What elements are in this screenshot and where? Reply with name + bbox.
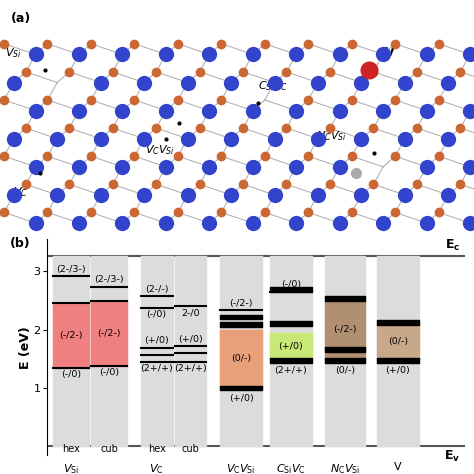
Text: $V_\mathregular{C}V_\mathregular{Si}$: $V_\mathregular{C}V_\mathregular{Si}$: [227, 462, 256, 474]
Text: cub: cub: [100, 444, 118, 454]
Text: $C_\mathregular{Si}V_\mathregular{C}$: $C_\mathregular{Si}V_\mathregular{C}$: [276, 462, 306, 474]
Text: 2-/0: 2-/0: [181, 309, 200, 318]
Text: (+/0): (+/0): [228, 394, 254, 403]
Text: hex: hex: [148, 444, 165, 454]
Text: (+/0): (+/0): [278, 342, 303, 351]
Text: (+/0): (+/0): [178, 335, 203, 344]
Text: (2-/3-): (2-/3-): [56, 265, 86, 274]
Text: $V_\mathregular{C}V_\mathregular{Si}$: $V_\mathregular{C}V_\mathregular{Si}$: [145, 143, 175, 157]
Text: (2-/3-): (2-/3-): [94, 275, 124, 284]
Text: (-/0): (-/0): [146, 310, 167, 319]
Text: (+/0): (+/0): [144, 337, 169, 346]
Y-axis label: E (eV): E (eV): [19, 326, 32, 369]
Text: $N_\mathregular{C}V_\mathregular{Si}$: $N_\mathregular{C}V_\mathregular{Si}$: [330, 462, 360, 474]
Text: $\mathbf{E_c}$: $\mathbf{E_c}$: [445, 238, 461, 254]
Text: V: V: [384, 46, 394, 59]
Text: (0/-): (0/-): [335, 366, 356, 375]
Text: V: V: [394, 462, 402, 472]
Text: $C_\mathregular{Si}V_\mathregular{C}$: $C_\mathregular{Si}V_\mathregular{C}$: [258, 79, 288, 93]
Text: $V_\mathregular{Si}$: $V_\mathregular{Si}$: [5, 46, 22, 60]
Text: (-/2-): (-/2-): [229, 299, 253, 308]
Text: cub: cub: [182, 444, 200, 454]
Text: (+/0): (+/0): [386, 366, 410, 375]
Text: (2+/+): (2+/+): [274, 366, 307, 375]
Text: $\mathbf{E_v}$: $\mathbf{E_v}$: [444, 449, 461, 465]
Text: (-/2-): (-/2-): [334, 325, 357, 334]
Text: (0/-): (0/-): [388, 337, 408, 346]
Text: (a): (a): [10, 12, 31, 25]
Text: (-/0): (-/0): [281, 281, 301, 290]
Text: (-/2-): (-/2-): [59, 331, 83, 340]
Text: $V_\mathregular{C}$: $V_\mathregular{C}$: [13, 185, 28, 199]
Text: (b): (b): [10, 237, 30, 250]
Text: (-/0): (-/0): [99, 368, 119, 377]
Text: $V_\mathregular{C}$: $V_\mathregular{C}$: [149, 462, 164, 474]
Text: (-/0): (-/0): [61, 370, 82, 379]
Text: (0/-): (0/-): [231, 355, 251, 364]
Text: (2+/+): (2+/+): [174, 364, 207, 373]
Text: (2+/+): (2+/+): [140, 364, 173, 373]
Text: hex: hex: [62, 444, 80, 454]
Text: $N_\mathregular{C}V_\mathregular{Si}$: $N_\mathregular{C}V_\mathregular{Si}$: [316, 129, 346, 143]
Text: (2-/-): (2-/-): [145, 285, 168, 294]
Text: (-/2-): (-/2-): [97, 328, 121, 337]
Text: $V_\mathregular{Si}$: $V_\mathregular{Si}$: [63, 462, 79, 474]
